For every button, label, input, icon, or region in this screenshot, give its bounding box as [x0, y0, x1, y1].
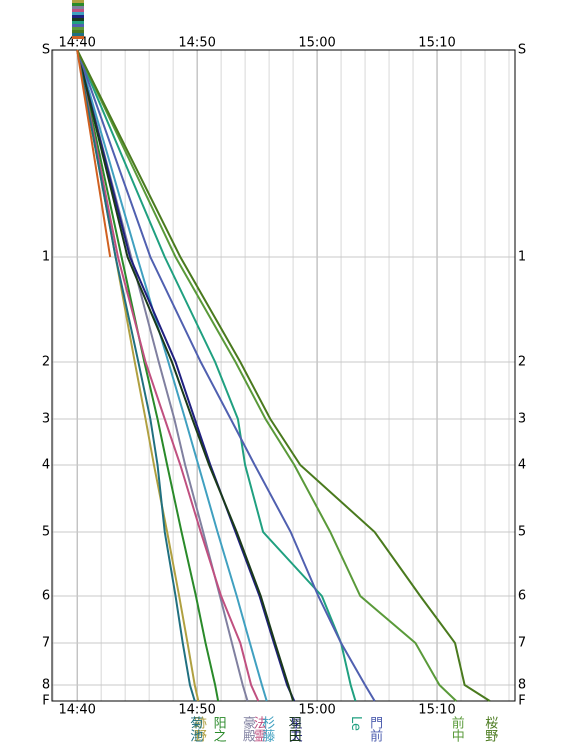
runner-label: 豪殿	[240, 715, 256, 742]
runner-label: 跡野	[191, 715, 207, 742]
y-tick-label: 4	[42, 458, 50, 473]
legend-swatch	[72, 27, 84, 30]
y-tick-label: 4	[518, 458, 526, 473]
runner-label: 法霊	[251, 716, 267, 742]
x-tick-label: 14:50	[178, 36, 215, 51]
legend-swatch	[72, 18, 84, 21]
legend-swatch	[72, 30, 84, 33]
y-tick-label: 8	[42, 678, 50, 693]
x-tick-label: 14:40	[58, 36, 95, 51]
runner-label: 門前	[367, 716, 383, 742]
runner-line	[76, 49, 112, 258]
y-tick-label: 7	[42, 636, 50, 651]
runner-label: Le	[348, 716, 363, 731]
y-tick-label: 1	[518, 250, 526, 265]
y-tick-label: 2	[42, 355, 50, 370]
y-tick-label: 5	[42, 525, 50, 540]
y-tick-label: 3	[518, 412, 526, 427]
legend-swatch	[72, 33, 84, 36]
runner-line	[76, 49, 196, 702]
x-tick-label: 14:50	[178, 703, 215, 718]
y-tick-label: 7	[518, 636, 526, 651]
legend-swatch	[72, 0, 84, 3]
runner-label: 阳之	[211, 716, 227, 743]
y-tick-label: 1	[42, 250, 50, 265]
x-tick-label: 15:10	[418, 36, 455, 51]
y-tick-label: 8	[518, 678, 526, 693]
y-tick-label: F	[42, 694, 49, 709]
legend-swatch	[72, 24, 84, 27]
runner-line	[76, 49, 491, 702]
plot-area	[52, 50, 515, 701]
plot-border	[51, 49, 516, 702]
runner-line	[76, 49, 260, 702]
runner-line	[76, 49, 457, 702]
runner-label: 星夫	[287, 716, 303, 742]
y-tick-label: 3	[42, 412, 50, 427]
legend-swatch	[72, 3, 84, 6]
runner-line	[76, 49, 376, 702]
runner-label: 桜野	[482, 716, 498, 742]
x-tick-label: 15:10	[418, 703, 455, 718]
y-tick-label: 2	[518, 355, 526, 370]
y-tick-label: 5	[518, 525, 526, 540]
legend-swatch	[72, 9, 84, 12]
runner-line	[76, 49, 295, 702]
legend-swatch	[72, 6, 84, 9]
y-tick-label: 6	[518, 589, 526, 604]
x-tick-label: 14:40	[58, 703, 95, 718]
runner-line	[76, 49, 249, 702]
runner-label: 羽田	[286, 716, 302, 742]
y-tick-label: S	[42, 43, 50, 58]
y-tick-label: 6	[42, 589, 50, 604]
y-tick-label: S	[518, 43, 526, 58]
y-tick-label: F	[518, 694, 525, 709]
legend-swatch	[72, 36, 84, 39]
runner-line	[76, 49, 220, 702]
runner-label: 前中	[449, 715, 465, 742]
legend-swatch	[72, 12, 84, 15]
legend-swatch	[72, 21, 84, 24]
runner-label: 杉藤	[259, 716, 275, 742]
runner-label: 菊池	[187, 716, 203, 742]
x-tick-label: 15:00	[298, 36, 335, 51]
legend-swatch	[72, 15, 84, 18]
x-tick-label: 15:00	[298, 703, 335, 718]
runner-line	[76, 49, 357, 702]
